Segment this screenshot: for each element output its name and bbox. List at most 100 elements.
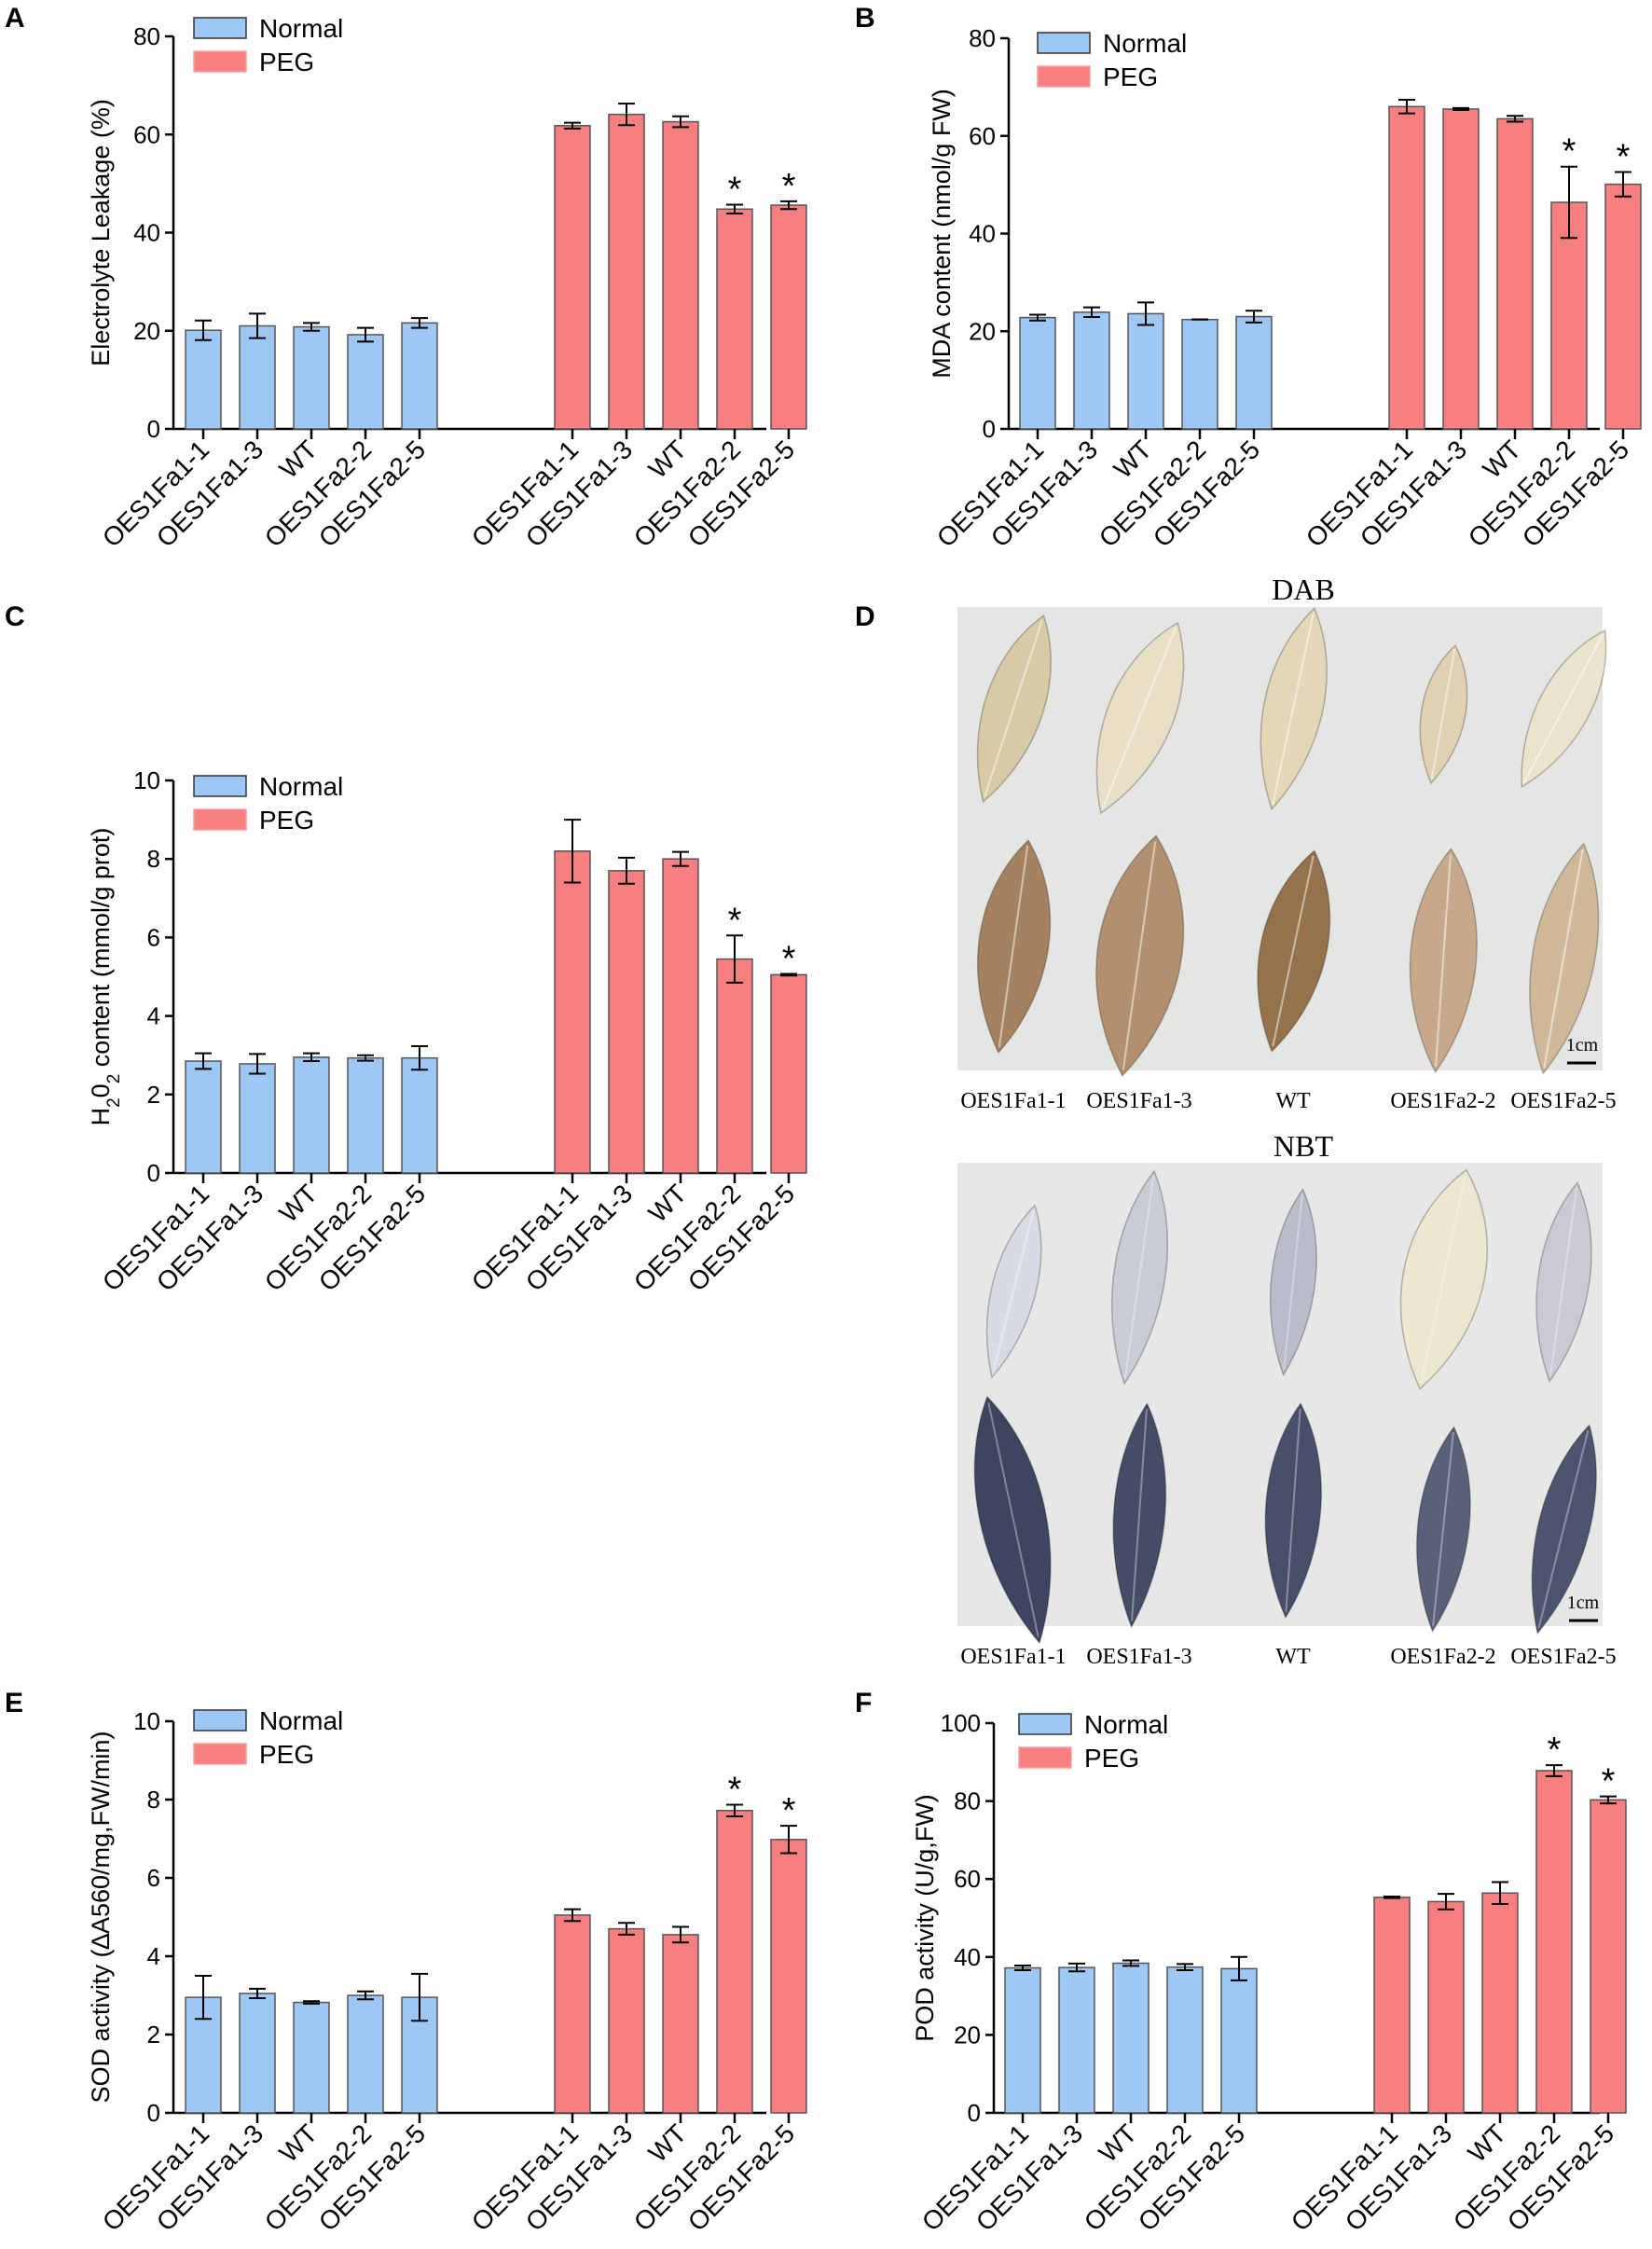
y-tick-label: 0 <box>147 1159 160 1187</box>
y-tick-label: 40 <box>133 219 160 247</box>
y-axis-title: MDA content (nmol/g FW) <box>928 89 956 379</box>
y-tick-label: 80 <box>969 24 996 52</box>
dab-leaf <box>1260 607 1328 811</box>
dab-sample-labels: OES1Fa1-1 OES1Fa1-3 WT OES1Fa2-2 OES1Fa2-5 <box>960 1089 1616 1113</box>
dab-leaf <box>976 614 1052 804</box>
bar-peg-wt <box>662 120 699 430</box>
significance-star: * <box>1602 1762 1616 1801</box>
dab-leaf <box>1529 842 1600 1075</box>
bar-normal-oes1fa2-2 <box>347 1994 384 2114</box>
legend-swatch-normal <box>193 17 247 39</box>
y-tick-label: 0 <box>968 2099 981 2127</box>
y-tick-label: 8 <box>147 1786 160 1814</box>
y-tick-label: 8 <box>147 845 160 873</box>
legend-swatch-peg <box>193 50 247 73</box>
bar-peg-wt <box>1481 1892 1519 2114</box>
significance-star: * <box>1548 1731 1562 1770</box>
bar-peg-oes1fa1-3 <box>1427 1900 1465 2114</box>
dab-leaf <box>1409 848 1478 1074</box>
dab-leaves <box>976 607 1607 1078</box>
legend-label-peg: PEG <box>1103 62 1158 91</box>
significance-star: * <box>728 901 742 940</box>
dab-leaf <box>1095 835 1185 1078</box>
y-axis-title-part: 2 <box>104 1074 124 1084</box>
bar-peg-oes1fa1-1 <box>1388 105 1425 430</box>
dab-leaf <box>1419 643 1468 785</box>
bar-peg-oes1fa2-5 <box>1590 1799 1627 2114</box>
y-tick-label: 0 <box>147 2099 160 2127</box>
y-tick-label: 40 <box>969 220 996 248</box>
bar-normal-oes1fa1-3 <box>239 1063 276 1174</box>
bar-normal-oes1fa2-2 <box>1166 1966 1204 2114</box>
bar-normal-oes1fa1-1 <box>185 1060 222 1174</box>
nbt-leaf <box>1531 1423 1598 1635</box>
bar-peg-wt <box>662 858 699 1174</box>
significance-star: * <box>1563 132 1576 172</box>
dab-leaf <box>1095 621 1185 815</box>
bar-peg-wt <box>662 1934 699 2114</box>
significance-star: * <box>728 171 742 210</box>
bar-normal-oes1fa2-5 <box>1235 315 1273 430</box>
y-tick-label: 60 <box>133 120 160 148</box>
panel-letter: A <box>5 3 25 34</box>
nbt-leaf <box>985 1204 1042 1379</box>
legend: Normal PEG <box>193 772 343 835</box>
bar-normal-oes1fa1-1 <box>1004 1966 1041 2114</box>
legend: Normal PEG <box>193 14 343 76</box>
bar-peg-oes1fa1-3 <box>608 113 645 430</box>
legend-swatch-peg <box>1037 65 1091 88</box>
bar-peg-oes1fa1-1 <box>554 125 591 430</box>
bar-normal-oes1fa1-1 <box>185 329 222 430</box>
legend-swatch-peg <box>193 808 247 831</box>
nbt-leaves <box>973 1168 1598 1645</box>
sample-label: WT <box>1275 1645 1311 1669</box>
panel-letter: C <box>5 601 25 632</box>
panel-letter: E <box>5 1688 23 1718</box>
y-tick-label: 4 <box>147 1002 160 1030</box>
nbt-leaf <box>973 1395 1052 1645</box>
bar-peg-oes1fa2-2 <box>1550 201 1588 430</box>
bar-normal-oes1fa2-5 <box>401 322 438 430</box>
sample-label: OES1Fa1-1 <box>960 1645 1066 1669</box>
y-axis-title-part: 2 <box>104 1097 124 1108</box>
panel-letter: F <box>855 1688 872 1718</box>
y-tick-label: 6 <box>147 923 160 951</box>
bar-normal-oes1fa1-3 <box>239 1993 276 2114</box>
bar-peg-oes1fa2-5 <box>1604 183 1642 430</box>
nbt-leaf <box>1269 1188 1317 1377</box>
bar-normal-wt <box>1112 1962 1150 2114</box>
bar-normal-oes1fa1-3 <box>1058 1966 1095 2114</box>
legend-label-normal: Normal <box>1103 29 1187 58</box>
legend-label-peg: PEG <box>259 806 314 835</box>
bar-normal-wt <box>293 2001 330 2114</box>
y-tick-label: 100 <box>941 1709 981 1737</box>
legend-label-peg: PEG <box>259 48 314 76</box>
bar-peg-oes1fa1-1 <box>554 850 591 1174</box>
legend-swatch-peg <box>1018 1746 1072 1769</box>
y-axis-title: Electrolyte Leakage (%) <box>87 99 115 366</box>
bar-peg-oes1fa2-2 <box>716 208 753 430</box>
bar-normal-wt <box>293 1056 330 1174</box>
bar-normal-oes1fa1-1 <box>1019 316 1056 430</box>
y-tick-label: 80 <box>133 22 160 50</box>
legend-label-peg: PEG <box>1084 1744 1139 1773</box>
y-tick-label: 40 <box>954 1943 981 1971</box>
sample-label: OES1Fa2-5 <box>1510 1645 1616 1669</box>
bar-normal-oes1fa2-5 <box>401 1056 438 1174</box>
legend-label-peg: PEG <box>259 1740 314 1769</box>
y-tick-label: 20 <box>969 317 996 345</box>
bar-peg-oes1fa2-2 <box>1535 1770 1573 2114</box>
significance-star: * <box>782 1791 796 1830</box>
bar-normal-wt <box>1127 312 1164 430</box>
sample-label: WT <box>1275 1089 1311 1113</box>
y-tick-label: 2 <box>147 1081 160 1109</box>
bar-peg-oes1fa1-1 <box>1373 1897 1411 2114</box>
legend-label-normal: Normal <box>259 772 343 801</box>
nbt-leaf <box>1111 1169 1169 1386</box>
y-axis-title: H202 content (mmol/g prot) <box>87 828 124 1126</box>
